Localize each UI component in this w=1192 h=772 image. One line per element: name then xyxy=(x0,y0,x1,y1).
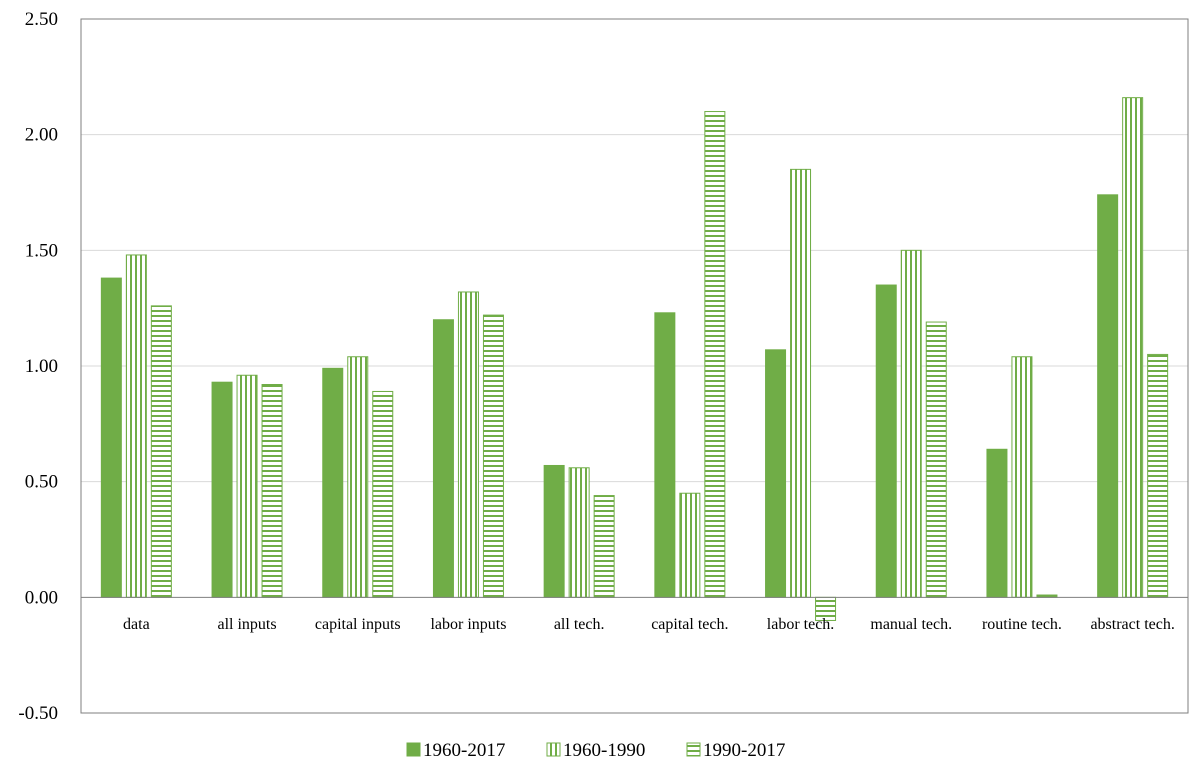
bar xyxy=(543,464,565,598)
legend-swatch xyxy=(546,742,561,757)
x-tick-label: manual tech. xyxy=(870,616,952,633)
bar xyxy=(236,374,258,598)
x-tick-label: data xyxy=(123,616,150,633)
x-tick-label: routine tech. xyxy=(982,616,1062,633)
bar xyxy=(432,319,454,598)
y-tick-label: 1.00 xyxy=(25,356,58,377)
y-tick-label: -0.50 xyxy=(18,703,58,724)
x-tick-label: all tech. xyxy=(554,616,605,633)
y-tick-label: 2.00 xyxy=(25,125,58,146)
bar xyxy=(125,254,147,598)
bar xyxy=(654,312,676,598)
tick-labels: -0.50 0.00 0.50 1.00 1.50 2.00 2.50 data all inp… xyxy=(18,9,1174,724)
legend-swatch xyxy=(406,742,421,757)
x-tick-label: labor inputs xyxy=(430,616,506,633)
bar xyxy=(100,277,122,598)
bar xyxy=(261,384,283,598)
y-tick-label: 0.50 xyxy=(25,472,58,493)
bar xyxy=(875,284,897,598)
legend-swatch xyxy=(686,742,701,757)
y-tick-label: 0.00 xyxy=(25,587,58,608)
bar xyxy=(568,467,590,598)
x-tick-label: abstract tech. xyxy=(1090,616,1174,633)
plot-area-border xyxy=(80,18,1189,714)
bar xyxy=(372,390,394,598)
x-tick-label: capital tech. xyxy=(651,616,728,633)
y-tick-label: 2.50 xyxy=(25,9,58,30)
bar xyxy=(765,349,787,598)
legend-label: 1990-2017 xyxy=(703,740,785,761)
bar xyxy=(925,321,947,598)
bar xyxy=(1011,356,1033,598)
bar xyxy=(457,291,479,598)
bar xyxy=(1147,353,1169,598)
bar xyxy=(704,111,726,598)
bar xyxy=(900,249,922,598)
x-tick-label: capital inputs xyxy=(315,616,401,633)
y-tick-label: 1.50 xyxy=(25,240,58,261)
bar xyxy=(593,495,615,598)
bar xyxy=(986,448,1008,598)
bar xyxy=(211,381,233,598)
bar xyxy=(322,367,344,598)
bar xyxy=(679,492,701,598)
legend-label: 1960-1990 xyxy=(563,740,645,761)
bar xyxy=(482,314,504,598)
legend: 1960-2017 1960-1990 1990-2017 xyxy=(406,740,785,761)
axes xyxy=(80,18,1189,714)
bar xyxy=(1122,97,1144,598)
bar xyxy=(790,168,812,598)
legend-label: 1960-2017 xyxy=(423,740,505,761)
bar xyxy=(347,356,369,598)
bar xyxy=(1097,194,1119,598)
x-tick-label: all inputs xyxy=(217,616,276,633)
bars xyxy=(100,97,1169,621)
x-tick-label: labor tech. xyxy=(767,616,835,633)
bar xyxy=(150,305,172,598)
